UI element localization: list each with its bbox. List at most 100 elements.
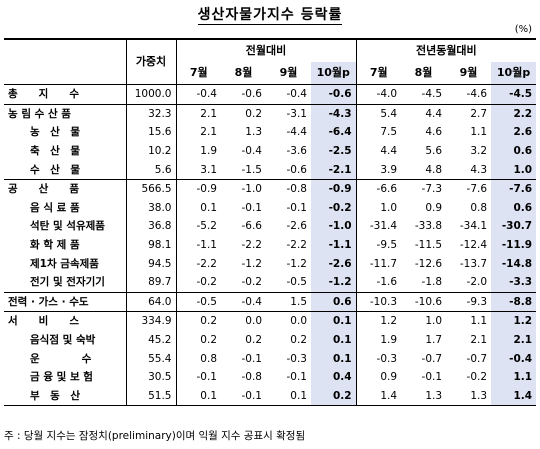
header-yoy: 전년동월대비 — [355, 39, 537, 62]
mom-cell: -1.5 — [241, 163, 263, 176]
mom-cell: -0.2 — [241, 276, 263, 289]
mom-cell: 0.2 — [311, 386, 357, 406]
yoy-cell: -9.5 — [355, 235, 402, 255]
header-month: 10월p — [311, 62, 357, 85]
row-label: 공 산 품 — [4, 178, 126, 199]
mom-cell: -3.6 — [286, 145, 308, 158]
table-row: 음 식 료 품 38.0 0.1 -0.1 -0.1 -0.2 1.0 0.9 0.8 0.6 — [4, 198, 537, 218]
mom-cell: 0.6 — [311, 291, 357, 312]
mom-cell: -1.2 — [311, 272, 357, 293]
row-label: 전력 · 가스 · 수도 — [4, 291, 126, 312]
yoy-cell: 0.9 — [355, 367, 402, 387]
mom-cell: 0.4 — [311, 367, 357, 387]
mom-cell: -0.4 — [286, 88, 308, 101]
yoy-cell: 3.2 — [470, 145, 488, 158]
yoy-cell: 1.3 — [425, 389, 443, 402]
mom-cell: -2.1 — [311, 160, 357, 180]
yoy-cell: -0.7 — [466, 352, 488, 365]
mom-cell: -0.9 — [311, 178, 357, 199]
mom-cell: -1.1 — [311, 235, 357, 255]
yoy-cell: 1.1 — [446, 311, 492, 331]
yoy-cell: 1.1 — [491, 367, 537, 387]
row-label: 농 림 수 산 품 — [4, 103, 126, 124]
mom-cell: -1.2 — [286, 257, 308, 270]
yoy-cell: 2.1 — [491, 330, 537, 350]
mom-cell: 1.5 — [266, 291, 311, 312]
mom-cell: -0.4 — [221, 291, 266, 312]
yoy-cell: -0.4 — [491, 349, 537, 368]
yoy-cell: 1.1 — [470, 126, 488, 139]
mom-cell: 0.2 — [245, 334, 262, 347]
yoy-cell: -4.6 — [466, 88, 488, 101]
yoy-cell: -6.6 — [355, 178, 402, 199]
yoy-cell: -14.8 — [491, 254, 537, 273]
yoy-cell: 2.1 — [470, 334, 488, 347]
mom-cell: -0.1 — [286, 371, 308, 384]
yoy-cell: 2.6 — [491, 123, 537, 142]
yoy-cell: 0.6 — [491, 141, 537, 161]
table-row: 전력 · 가스 · 수도 64.0 -0.5 -0.4 1.5 0.6 -10.3 -10.6… — [4, 291, 537, 312]
mom-cell: 0.2 — [175, 311, 221, 331]
yoy-cell: -34.1 — [459, 220, 488, 233]
yoy-cell: -31.4 — [355, 217, 402, 236]
yoy-cell: -7.6 — [446, 178, 492, 199]
mom-cell: -0.8 — [241, 371, 263, 384]
row-label: 석탄 및 석유제품 — [30, 220, 105, 233]
mom-cell: -5.2 — [175, 217, 221, 236]
weight-cell: 36.8 — [125, 217, 176, 236]
weight-cell: 1000.0 — [125, 84, 176, 105]
mom-cell: -1.0 — [221, 178, 266, 199]
yoy-cell: 1.2 — [491, 311, 537, 331]
yoy-cell: -4.5 — [491, 84, 537, 105]
header-month: 10월p — [491, 62, 537, 85]
mom-cell: 2.1 — [175, 123, 221, 142]
yoy-cell: -30.7 — [491, 217, 537, 236]
row-label: 수 산 물 — [30, 163, 80, 176]
table-row: 농 림 수 산 품 32.3 2.1 0.2 -3.1 -4.3 5.4 4.4 2.7 2.2 — [4, 103, 537, 124]
yoy-cell: -4.5 — [421, 88, 443, 101]
header-mom: 전월대비 — [175, 39, 357, 62]
mom-cell: 1.9 — [175, 141, 221, 161]
mom-cell: -0.9 — [175, 178, 221, 199]
yoy-cell: 1.4 — [355, 386, 402, 406]
mom-cell: -0.4 — [241, 145, 263, 158]
footnote: 주 : 당월 지수는 잠정치(preliminary)이며 익월 지수 공표시 … — [4, 430, 306, 442]
table-row: 금 융 및 보 험 30.5 -0.1 -0.8 -0.1 0.4 0.9 -0.1 -0.2 1… — [4, 367, 537, 387]
yoy-cell: -8.8 — [491, 291, 537, 312]
yoy-cell: -3.3 — [491, 272, 537, 293]
mom-cell: 0.0 — [221, 311, 266, 331]
table-row: 석탄 및 석유제품 36.8 -5.2 -6.6 -2.6 -1.0 -31.4 -33.8 -… — [4, 217, 537, 236]
table-title: 생산자물가지수 등락률 — [197, 7, 343, 25]
weight-cell: 30.5 — [125, 367, 176, 387]
yoy-cell: 1.3 — [470, 389, 488, 402]
mom-cell: -0.4 — [175, 84, 221, 105]
table-row: 총 지 수 1000.0 -0.4 -0.6 -0.4 -0.6 -4.0 -4.5 -4.6-… — [4, 84, 537, 105]
table-row: 제1차 금속제품 94.5 -2.2 -1.2 -1.2 -2.6 -11.7 -12.6 -1… — [4, 254, 537, 273]
price-index-table: 가중치 전월대비 전년동월대비 7월 8월 9월 10월p 7월 8월 9월 1… — [4, 38, 537, 406]
weight-cell: 89.7 — [125, 272, 176, 293]
yoy-cell: -11.9 — [491, 235, 537, 255]
mom-cell: -0.1 — [286, 201, 308, 214]
yoy-cell: 0.6 — [491, 198, 537, 218]
header-month: 7월 — [175, 62, 221, 85]
mom-cell: 0.2 — [221, 103, 266, 124]
yoy-cell: 0.9 — [425, 201, 443, 214]
weight-cell: 10.2 — [125, 141, 176, 161]
row-label: 총 지 수 — [8, 88, 79, 101]
yoy-cell: 1.0 — [401, 311, 447, 331]
mom-cell: 0.8 — [175, 349, 221, 368]
mom-cell: -2.2 — [175, 254, 221, 273]
row-label: 음식점 및 숙박 — [30, 334, 96, 347]
yoy-cell: -12.4 — [459, 239, 488, 252]
header-month: 9월 — [459, 66, 478, 79]
row-label: 축 산 물 — [30, 145, 80, 158]
header-item — [4, 39, 126, 85]
mom-cell: -1.2 — [241, 257, 263, 270]
yoy-cell: -2.0 — [466, 276, 488, 289]
mom-cell: 0.2 — [175, 330, 221, 350]
yoy-cell: 1.2 — [355, 311, 402, 331]
yoy-cell: -9.3 — [446, 291, 492, 312]
yoy-cell: 1.7 — [425, 334, 443, 347]
mom-cell: -2.6 — [311, 254, 357, 273]
table-row: 운 수 55.4 0.8 -0.1 -0.3 0.1 -0.3 -0.7 -0.7 -0.4 — [4, 349, 537, 368]
